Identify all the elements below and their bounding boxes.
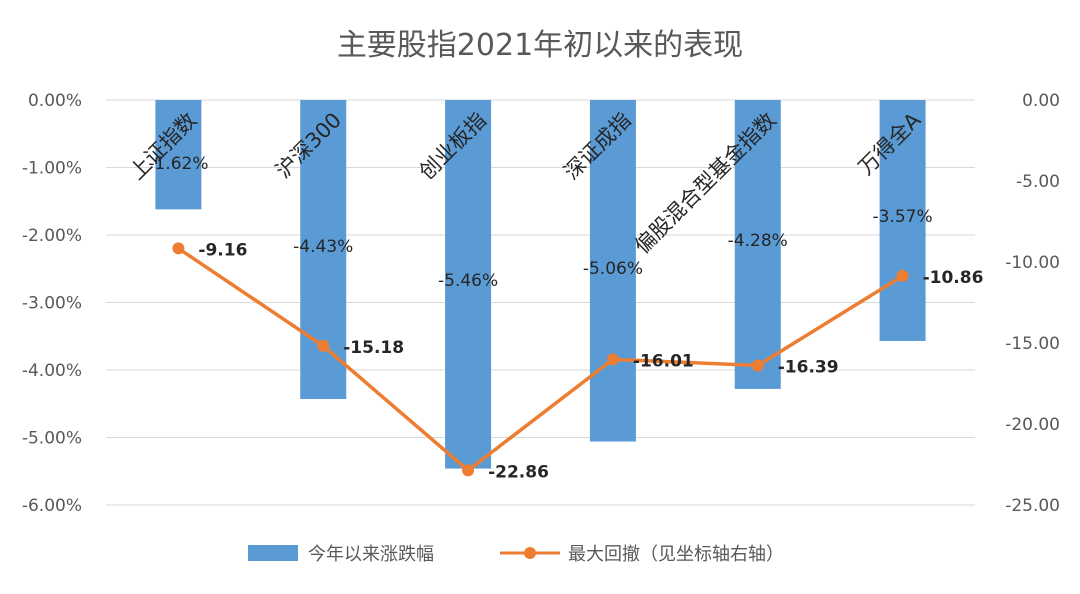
bar [734, 100, 781, 389]
line-data-label: -10.86 [923, 268, 984, 288]
bar-data-label: -5.06% [583, 259, 643, 279]
chart-title: 主要股指2021年初以来的表现 [337, 28, 743, 63]
left-tick-label: -4.00% [22, 361, 82, 381]
right-tick-label: 0.00 [1022, 91, 1060, 111]
bar-data-label: -4.43% [293, 237, 353, 257]
right-tick-label: -25.00 [1005, 496, 1060, 516]
line-point [606, 353, 619, 366]
bar-series [155, 100, 926, 469]
legend-line-marker [524, 547, 536, 559]
line-point [751, 359, 764, 372]
data-labels: -1.62% -4.43% -5.46% -5.06% -4.28% -3.57% -9.1… [148, 154, 983, 482]
left-tick-label: -1.00% [22, 159, 82, 179]
bar [445, 100, 492, 469]
left-tick-label: -3.00% [22, 294, 82, 314]
line-data-label: -16.01 [633, 351, 694, 371]
legend: 今年以来涨跌幅 最大回撤（见坐标轴右轴） [248, 544, 784, 565]
bar-data-label: -4.28% [728, 231, 788, 251]
left-tick-label: -5.00% [22, 429, 82, 449]
left-tick-label: 0.00% [28, 91, 82, 111]
line-point [172, 242, 185, 255]
bar [155, 100, 202, 210]
left-tick-label: -2.00% [22, 226, 82, 246]
line-data-label: -16.39 [778, 358, 839, 378]
legend-line-label: 最大回撤（见坐标轴右轴） [568, 544, 784, 565]
left-tick-label: -6.00% [22, 496, 82, 516]
bar [879, 100, 926, 341]
gridlines [106, 99, 975, 506]
bar-data-label: -1.62% [148, 154, 208, 174]
line-data-label: -15.18 [343, 338, 404, 358]
right-tick-label: -15.00 [1005, 334, 1060, 354]
bar [589, 100, 636, 442]
right-tick-label: -10.00 [1005, 253, 1060, 273]
line-data-label: -22.86 [488, 462, 549, 482]
bar-data-label: -3.57% [873, 207, 933, 227]
drawdown-line [177, 246, 904, 473]
line-point [462, 464, 475, 477]
legend-bar-label: 今年以来涨跌幅 [308, 544, 434, 565]
legend-bar-swatch [248, 545, 298, 561]
right-tick-label: -5.00 [1016, 172, 1060, 192]
line-data-label: -9.16 [198, 240, 247, 260]
bar-data-label: -5.46% [438, 271, 498, 291]
left-axis: 0.00% -1.00% -2.00% -3.00% -4.00% -5.00% -6.00… [22, 91, 82, 516]
line-series [172, 242, 909, 477]
line-point [896, 269, 909, 282]
line-point [317, 339, 330, 352]
right-tick-label: -20.00 [1005, 415, 1060, 435]
right-axis: 0.00 -5.00 -10.00 -15.00 -20.00 -25.00 [1005, 91, 1060, 516]
